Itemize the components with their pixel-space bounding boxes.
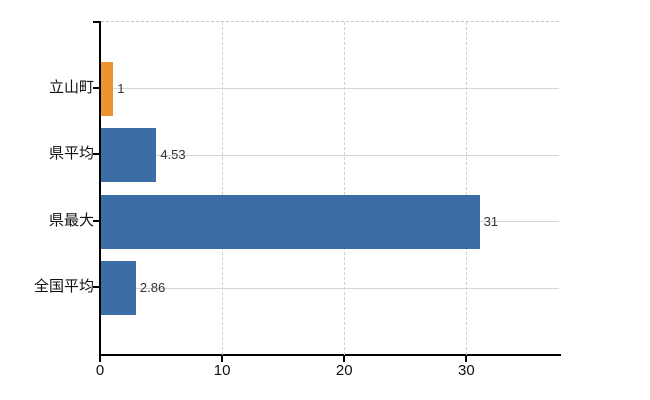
category-label: 県平均 [48,145,94,163]
vertical-gridline [344,22,346,355]
y-axis-tick [93,219,99,222]
y-axis-tick [93,153,99,156]
x-tick-label: 30 [458,362,475,379]
x-axis-line [99,354,561,356]
y-axis-line [99,21,101,356]
horizontal-gridline [101,287,559,289]
bar-value-label: 31 [483,213,499,229]
bar [101,128,157,183]
horizontal-gridline [101,88,559,90]
x-axis-tick [99,356,101,362]
bar [101,61,114,116]
bar-value-label: 1 [117,80,125,96]
x-axis-tick [221,356,224,362]
y-axis-tick [93,286,99,289]
vertical-gridline [222,22,224,355]
x-axis-tick [465,356,468,362]
bar [101,261,136,316]
x-tick-label: 20 [335,362,353,379]
x-tick-label: 10 [213,362,231,379]
category-label: 立山町 [48,78,94,96]
bar-value-label: 4.53 [160,147,186,163]
plot-area: 1 4.53 31 2.86 [101,21,559,355]
category-label: 県最大 [48,211,94,229]
y-axis-tick [93,86,99,89]
x-axis-tick [343,356,346,362]
horizontal-gridline [101,154,559,156]
y-axis-top-tick [93,21,99,23]
bar [101,194,480,249]
category-label: 全国平均 [33,278,94,296]
vertical-gridline [466,22,468,355]
x-tick-label: 0 [95,362,105,379]
bar-value-label: 2.86 [139,280,166,296]
